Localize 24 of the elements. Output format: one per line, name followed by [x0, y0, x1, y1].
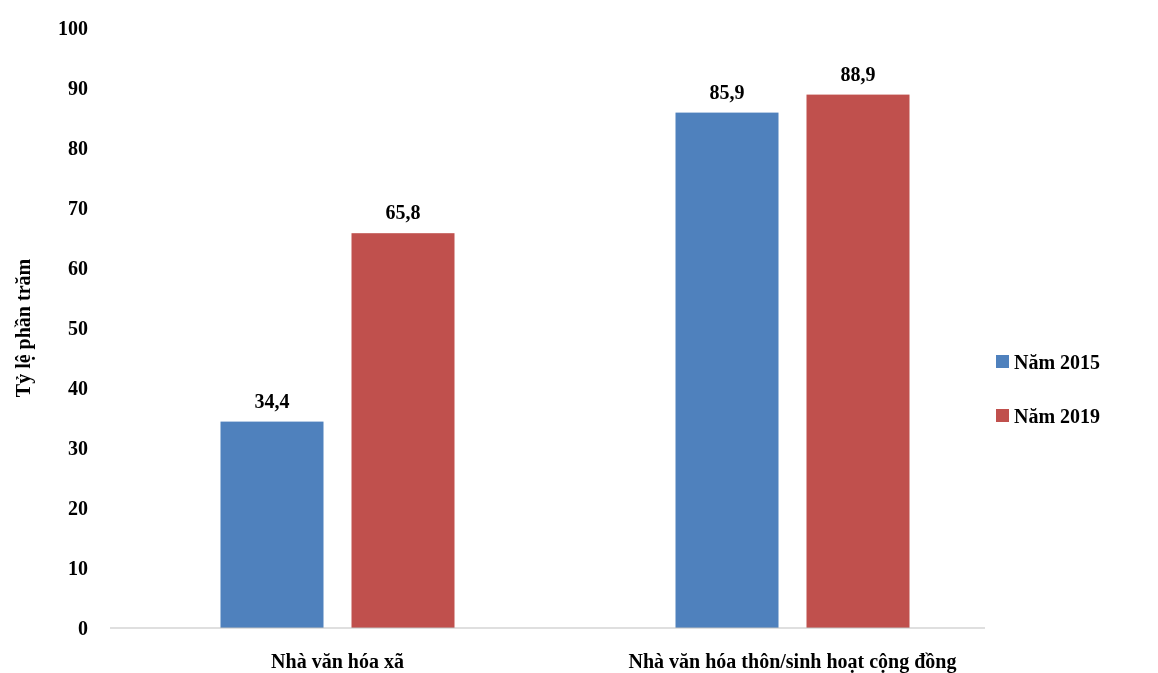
- y-tick-label: 90: [68, 77, 88, 99]
- legend-label: Năm 2019: [1014, 405, 1101, 427]
- bar: [351, 233, 455, 628]
- y-tick-label: 60: [68, 257, 88, 279]
- y-tick-label: 10: [68, 557, 88, 579]
- bar: [675, 112, 779, 628]
- x-tick-label: Nhà văn hóa thôn/sinh hoạt cộng đồng: [628, 650, 957, 673]
- y-tick-label: 80: [68, 137, 88, 159]
- y-tick-label: 30: [68, 437, 88, 459]
- y-tick-label: 70: [68, 197, 88, 219]
- legend-label: Năm 2015: [1014, 351, 1101, 373]
- y-tick-label: 20: [68, 497, 88, 519]
- bar: [806, 94, 910, 628]
- y-tick-label: 100: [58, 17, 88, 39]
- data-label: 88,9: [840, 62, 876, 85]
- x-tick-label: Nhà văn hóa xã: [271, 650, 404, 672]
- y-tick-label: 40: [68, 377, 88, 399]
- data-label: 34,4: [254, 389, 290, 412]
- y-tick-label: 0: [78, 617, 88, 639]
- bar: [220, 421, 324, 628]
- data-label: 85,9: [709, 80, 745, 103]
- data-label: 65,8: [385, 201, 421, 224]
- y-tick-label: 50: [68, 317, 88, 339]
- y-axis-title: Tỷ lệ phần trăm: [12, 258, 35, 398]
